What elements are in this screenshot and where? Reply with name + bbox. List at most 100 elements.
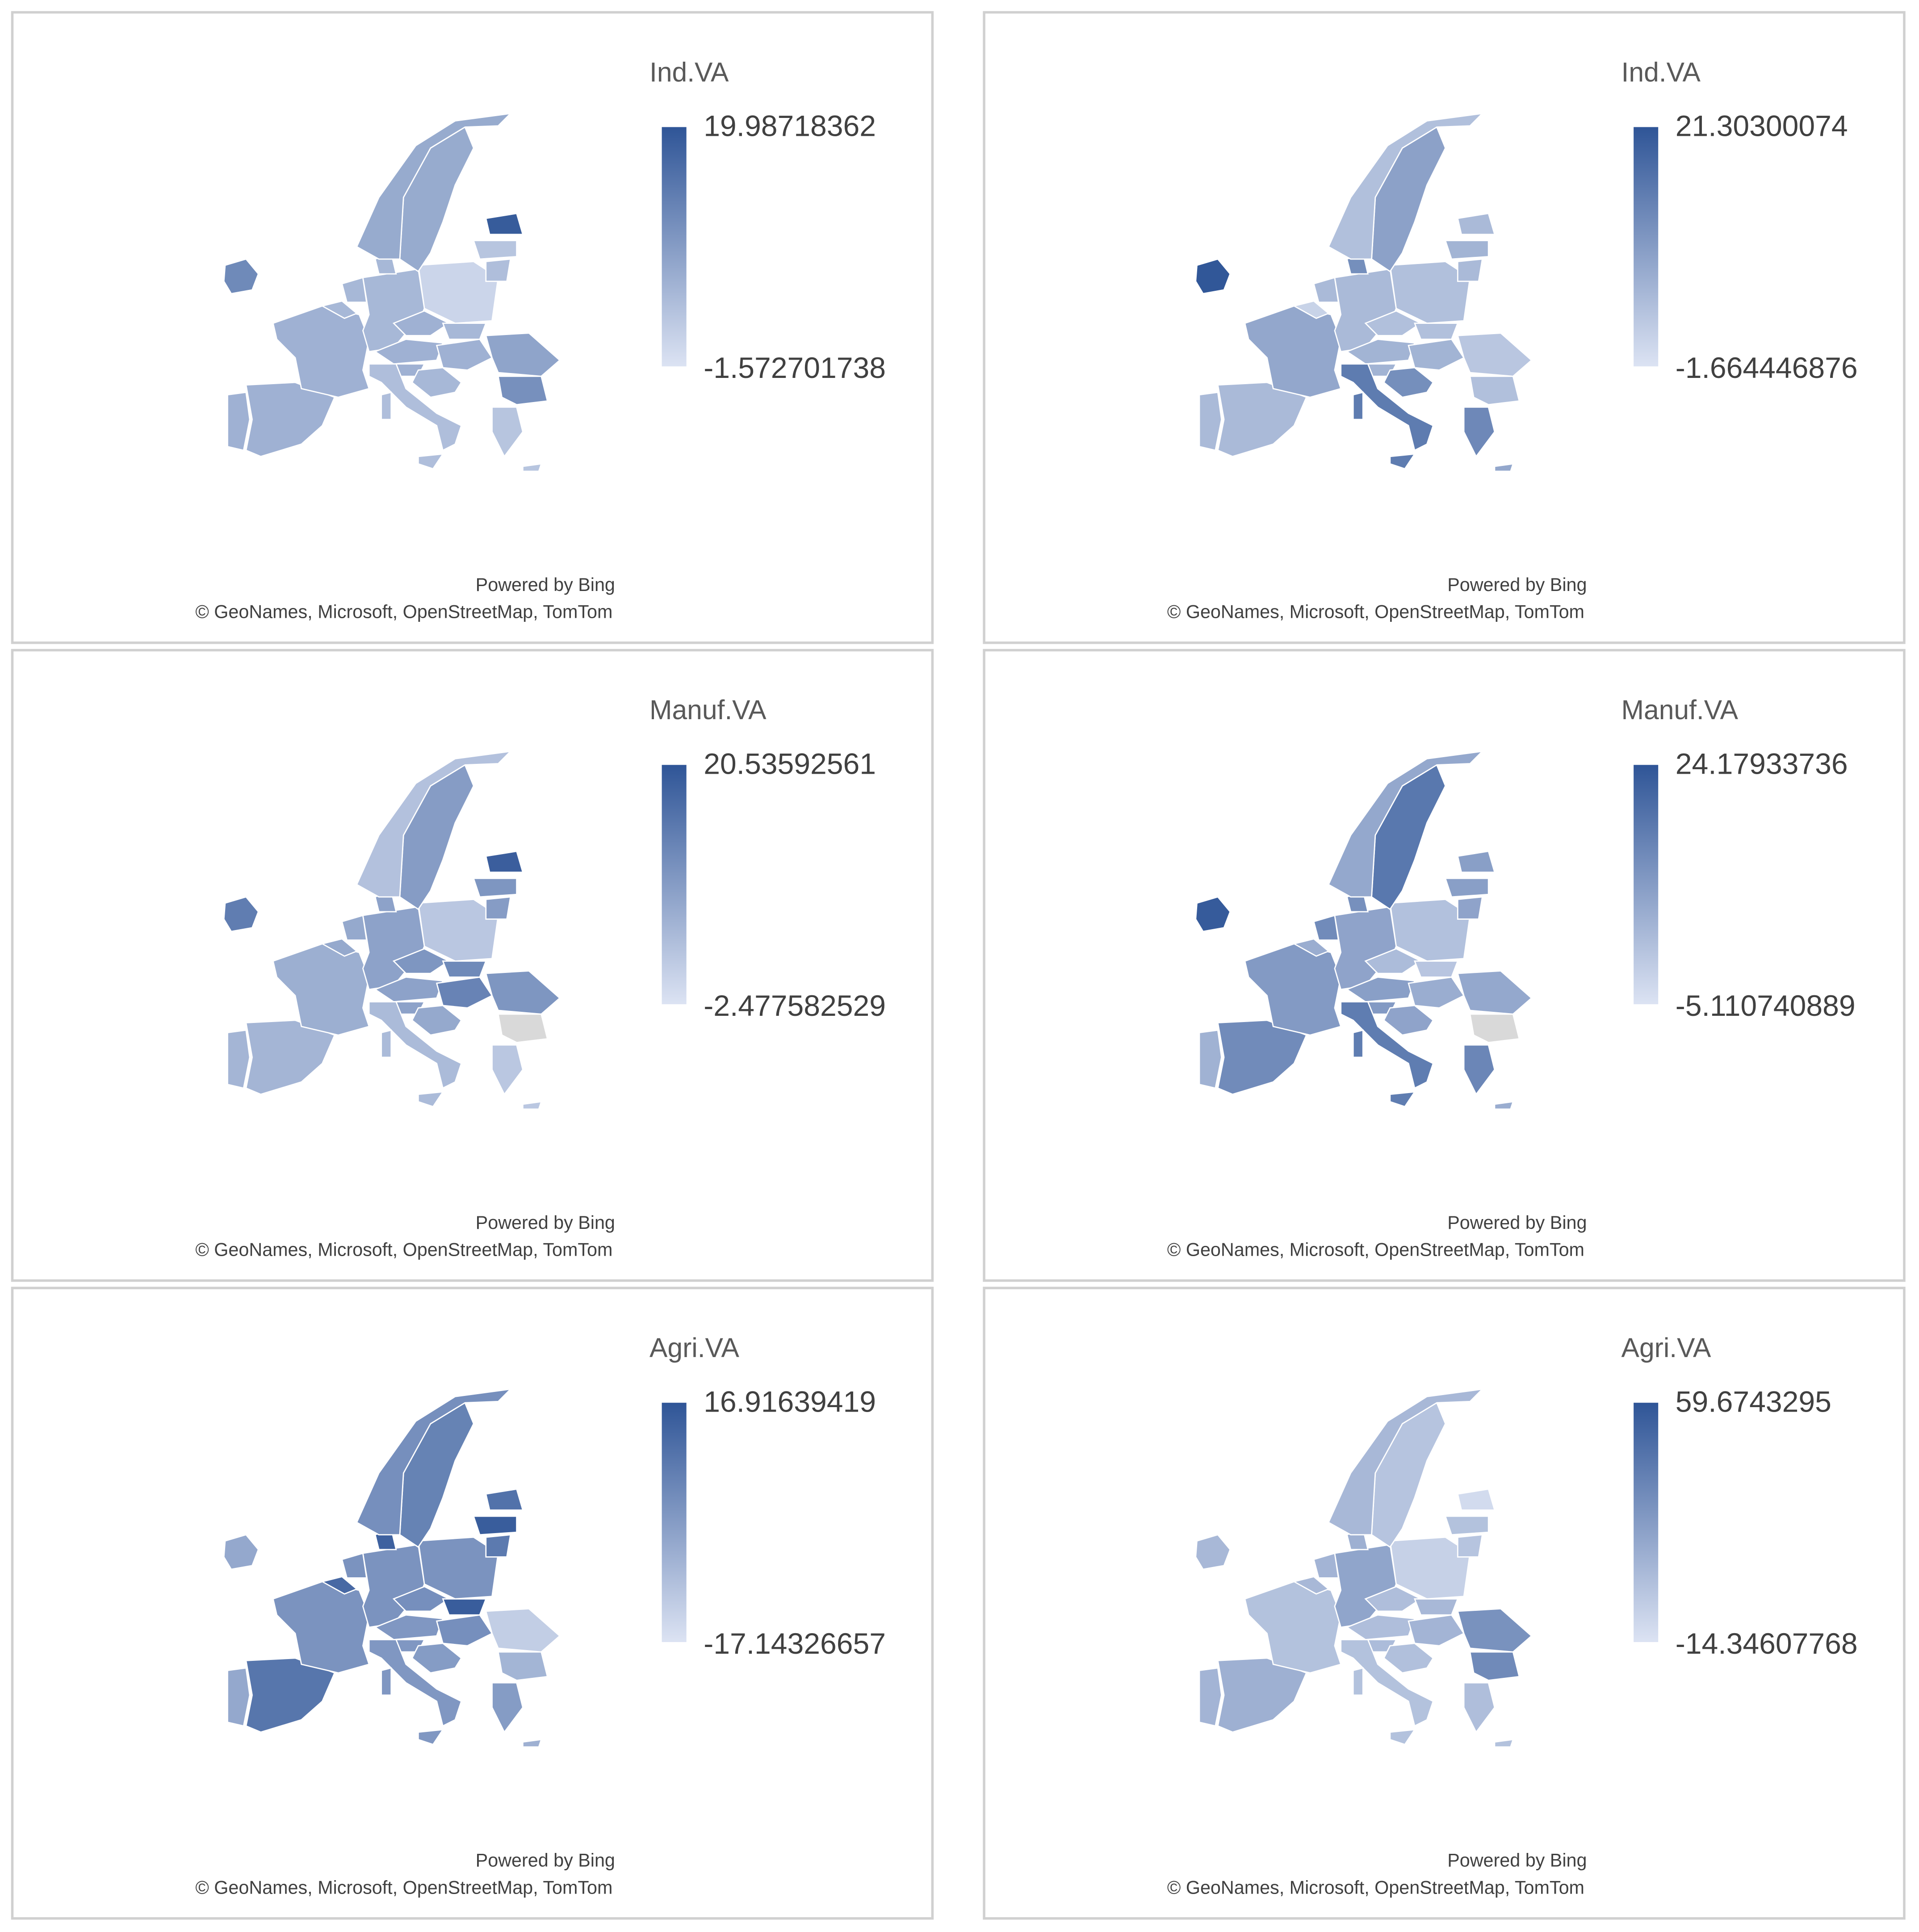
attribution: Powered by Bing bbox=[476, 574, 615, 595]
region bbox=[417, 1091, 444, 1107]
region bbox=[1494, 463, 1514, 472]
map-panel: Manuf.VA 24.17933736 -5.110740889 Powered b… bbox=[983, 649, 1906, 1282]
region bbox=[491, 1682, 524, 1734]
color-scale bbox=[662, 1403, 687, 1642]
region bbox=[491, 1044, 524, 1096]
region bbox=[417, 898, 499, 962]
region bbox=[1463, 1044, 1496, 1096]
legend-max: 24.17933736 bbox=[1676, 748, 1848, 781]
legend-min: -1.664446876 bbox=[1676, 352, 1858, 385]
region bbox=[368, 1639, 462, 1727]
color-scale bbox=[1634, 127, 1659, 367]
region bbox=[1408, 339, 1465, 371]
region bbox=[473, 878, 517, 898]
region bbox=[320, 938, 358, 957]
region bbox=[227, 1667, 251, 1727]
region bbox=[1463, 1682, 1496, 1734]
color-scale bbox=[662, 765, 687, 1005]
region bbox=[1383, 367, 1434, 398]
region bbox=[1457, 851, 1496, 873]
attribution: Powered by Bing bbox=[476, 1850, 615, 1871]
legend-title: Manuf.VA bbox=[1622, 695, 1739, 725]
legend-max: 59.6743295 bbox=[1676, 1385, 1831, 1418]
map-panel: Agri.VA 59.6743295 -14.34607768 Powered by … bbox=[983, 1287, 1906, 1920]
region bbox=[1457, 1488, 1496, 1511]
region bbox=[1383, 1643, 1434, 1674]
region bbox=[1364, 948, 1422, 974]
region bbox=[1389, 898, 1471, 962]
map-panel: Manuf.VA 20.53592561 -2.477582529 Powered b… bbox=[11, 649, 934, 1282]
region bbox=[1328, 750, 1484, 898]
attribution: Powered by Bing bbox=[1447, 574, 1587, 595]
legend-max: 16.91639419 bbox=[704, 1385, 876, 1418]
region bbox=[223, 896, 259, 932]
region bbox=[417, 261, 499, 324]
region bbox=[522, 463, 542, 472]
attribution: © GeoNames, Microsoft, OpenStreetMap, To… bbox=[1167, 1239, 1584, 1260]
legend-max: 21.30300074 bbox=[1676, 110, 1848, 143]
region bbox=[411, 367, 462, 398]
region bbox=[392, 310, 450, 336]
region bbox=[1340, 1639, 1434, 1727]
region bbox=[485, 258, 511, 282]
region bbox=[356, 1388, 512, 1536]
color-scale bbox=[1634, 1403, 1659, 1642]
region bbox=[497, 1651, 549, 1681]
region bbox=[491, 407, 524, 458]
region bbox=[417, 453, 444, 470]
region bbox=[1352, 391, 1364, 420]
region bbox=[1195, 896, 1231, 932]
region bbox=[1469, 375, 1520, 406]
legend-title: Agri.VA bbox=[1622, 1333, 1711, 1363]
region bbox=[436, 1614, 493, 1647]
region bbox=[1444, 240, 1489, 260]
region bbox=[356, 113, 512, 260]
region bbox=[522, 1739, 542, 1748]
region bbox=[411, 1643, 462, 1674]
map-panel: Ind.VA 21.30300074 -1.664446876 Powered by … bbox=[983, 11, 1906, 644]
region bbox=[485, 896, 511, 920]
attribution: © GeoNames, Microsoft, OpenStreetMap, To… bbox=[1167, 1877, 1584, 1898]
legend-title: Agri.VA bbox=[649, 1333, 739, 1363]
region bbox=[1389, 1091, 1416, 1107]
region bbox=[320, 300, 358, 319]
region bbox=[1328, 113, 1484, 260]
legend-title: Ind.VA bbox=[1622, 57, 1701, 87]
region bbox=[1198, 391, 1222, 451]
region bbox=[1463, 407, 1496, 458]
region bbox=[1292, 938, 1330, 957]
legend-max: 20.53592561 bbox=[704, 748, 876, 781]
region bbox=[1389, 453, 1416, 470]
region bbox=[1292, 1576, 1330, 1595]
region bbox=[227, 391, 251, 451]
region bbox=[411, 1005, 462, 1036]
attribution: © GeoNames, Microsoft, OpenStreetMap, To… bbox=[1167, 602, 1584, 622]
legend-min: -17.14326657 bbox=[704, 1627, 886, 1660]
region bbox=[1408, 1614, 1465, 1647]
region bbox=[320, 1576, 358, 1595]
region bbox=[1352, 1667, 1364, 1696]
region bbox=[1389, 1536, 1471, 1600]
region bbox=[381, 1667, 392, 1696]
region bbox=[442, 960, 487, 978]
map-panel: Ind.VA 19.98718362 -1.572701738 Powered by … bbox=[11, 11, 934, 644]
region bbox=[1389, 261, 1471, 324]
map-panel: Agri.VA 16.91639419 -17.14326657 Powered by… bbox=[11, 1287, 934, 1920]
region bbox=[368, 1001, 462, 1089]
region bbox=[368, 363, 462, 452]
region bbox=[381, 1029, 392, 1058]
region bbox=[227, 1029, 251, 1089]
region bbox=[1457, 896, 1483, 920]
region bbox=[417, 1536, 499, 1600]
region bbox=[1340, 1001, 1434, 1089]
attribution: © GeoNames, Microsoft, OpenStreetMap, To… bbox=[195, 602, 612, 622]
attribution: Powered by Bing bbox=[1447, 1850, 1587, 1871]
attribution: Powered by Bing bbox=[476, 1212, 615, 1233]
legend-min: -14.34607768 bbox=[1676, 1627, 1858, 1660]
region bbox=[392, 948, 450, 974]
region bbox=[485, 851, 524, 873]
region bbox=[436, 339, 493, 371]
region bbox=[442, 323, 487, 340]
color-scale bbox=[662, 127, 687, 367]
